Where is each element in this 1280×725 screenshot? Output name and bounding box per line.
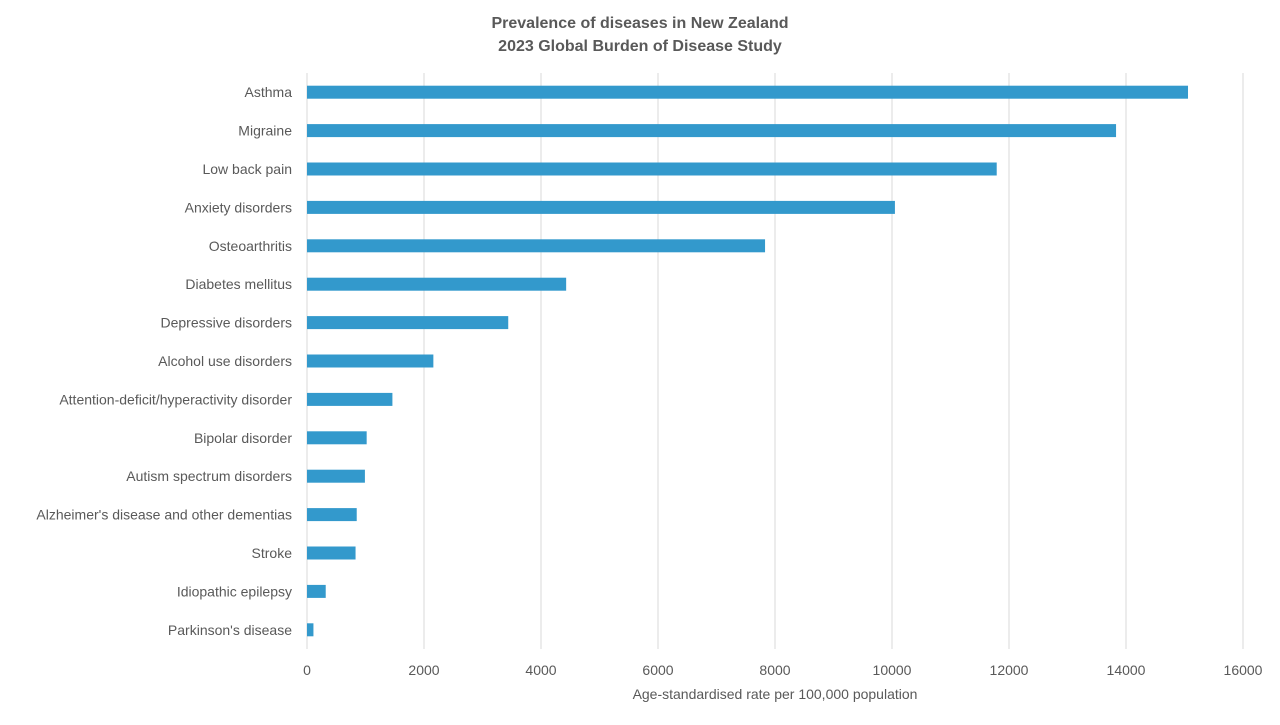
category-label: Depressive disorders <box>161 315 293 331</box>
category-label: Autism spectrum disorders <box>126 468 292 484</box>
bar <box>307 316 509 330</box>
bar <box>307 623 314 637</box>
category-label: Parkinson's disease <box>168 622 292 638</box>
category-label: Migraine <box>238 123 292 139</box>
bar <box>307 469 365 483</box>
bar <box>307 162 997 176</box>
x-tick-label: 16000 <box>1224 662 1263 678</box>
x-tick-label: 4000 <box>525 662 556 678</box>
x-tick-label: 10000 <box>873 662 912 678</box>
category-label: Osteoarthritis <box>209 238 292 254</box>
x-tick-label: 8000 <box>759 662 790 678</box>
bar <box>307 546 356 560</box>
category-label: Anxiety disorders <box>185 199 292 215</box>
bar <box>307 508 357 522</box>
chart-subtitle: 2023 Global Burden of Disease Study <box>498 38 782 55</box>
bar <box>307 277 567 291</box>
category-label: Bipolar disorder <box>194 430 292 446</box>
bar <box>307 124 1117 138</box>
category-label: Low back pain <box>202 161 292 177</box>
bar <box>307 354 434 368</box>
x-tick-label: 12000 <box>990 662 1029 678</box>
bar <box>307 85 1189 99</box>
category-label: Diabetes mellitus <box>185 276 292 292</box>
category-label: Asthma <box>245 84 293 100</box>
category-label: Alzheimer's disease and other dementias <box>36 507 292 523</box>
category-label: Idiopathic epilepsy <box>177 583 292 599</box>
category-label: Stroke <box>252 545 293 561</box>
category-label: Alcohol use disorders <box>158 353 292 369</box>
bar <box>307 431 367 445</box>
x-tick-label: 0 <box>303 662 311 678</box>
bar <box>307 200 895 214</box>
x-tick-label: 14000 <box>1107 662 1146 678</box>
category-label: Attention-deficit/hyperactivity disorder <box>59 391 292 407</box>
bar <box>307 584 326 598</box>
bar <box>307 392 393 406</box>
x-tick-label: 2000 <box>408 662 439 678</box>
x-tick-label: 6000 <box>642 662 673 678</box>
x-axis-label: Age-standardised rate per 100,000 popula… <box>633 686 918 702</box>
bar <box>307 239 766 253</box>
chart-title: Prevalence of diseases in New Zealand <box>491 15 788 32</box>
